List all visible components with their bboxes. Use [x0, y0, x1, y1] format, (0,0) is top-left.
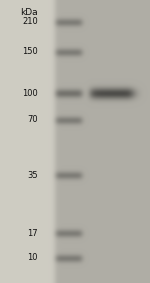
Text: 210: 210 [22, 18, 38, 27]
Text: 70: 70 [27, 115, 38, 125]
Text: 100: 100 [22, 89, 38, 98]
Text: kDa: kDa [20, 8, 38, 17]
Text: 17: 17 [27, 228, 38, 237]
Text: 150: 150 [22, 48, 38, 57]
Text: 35: 35 [27, 170, 38, 179]
Text: 10: 10 [27, 254, 38, 263]
